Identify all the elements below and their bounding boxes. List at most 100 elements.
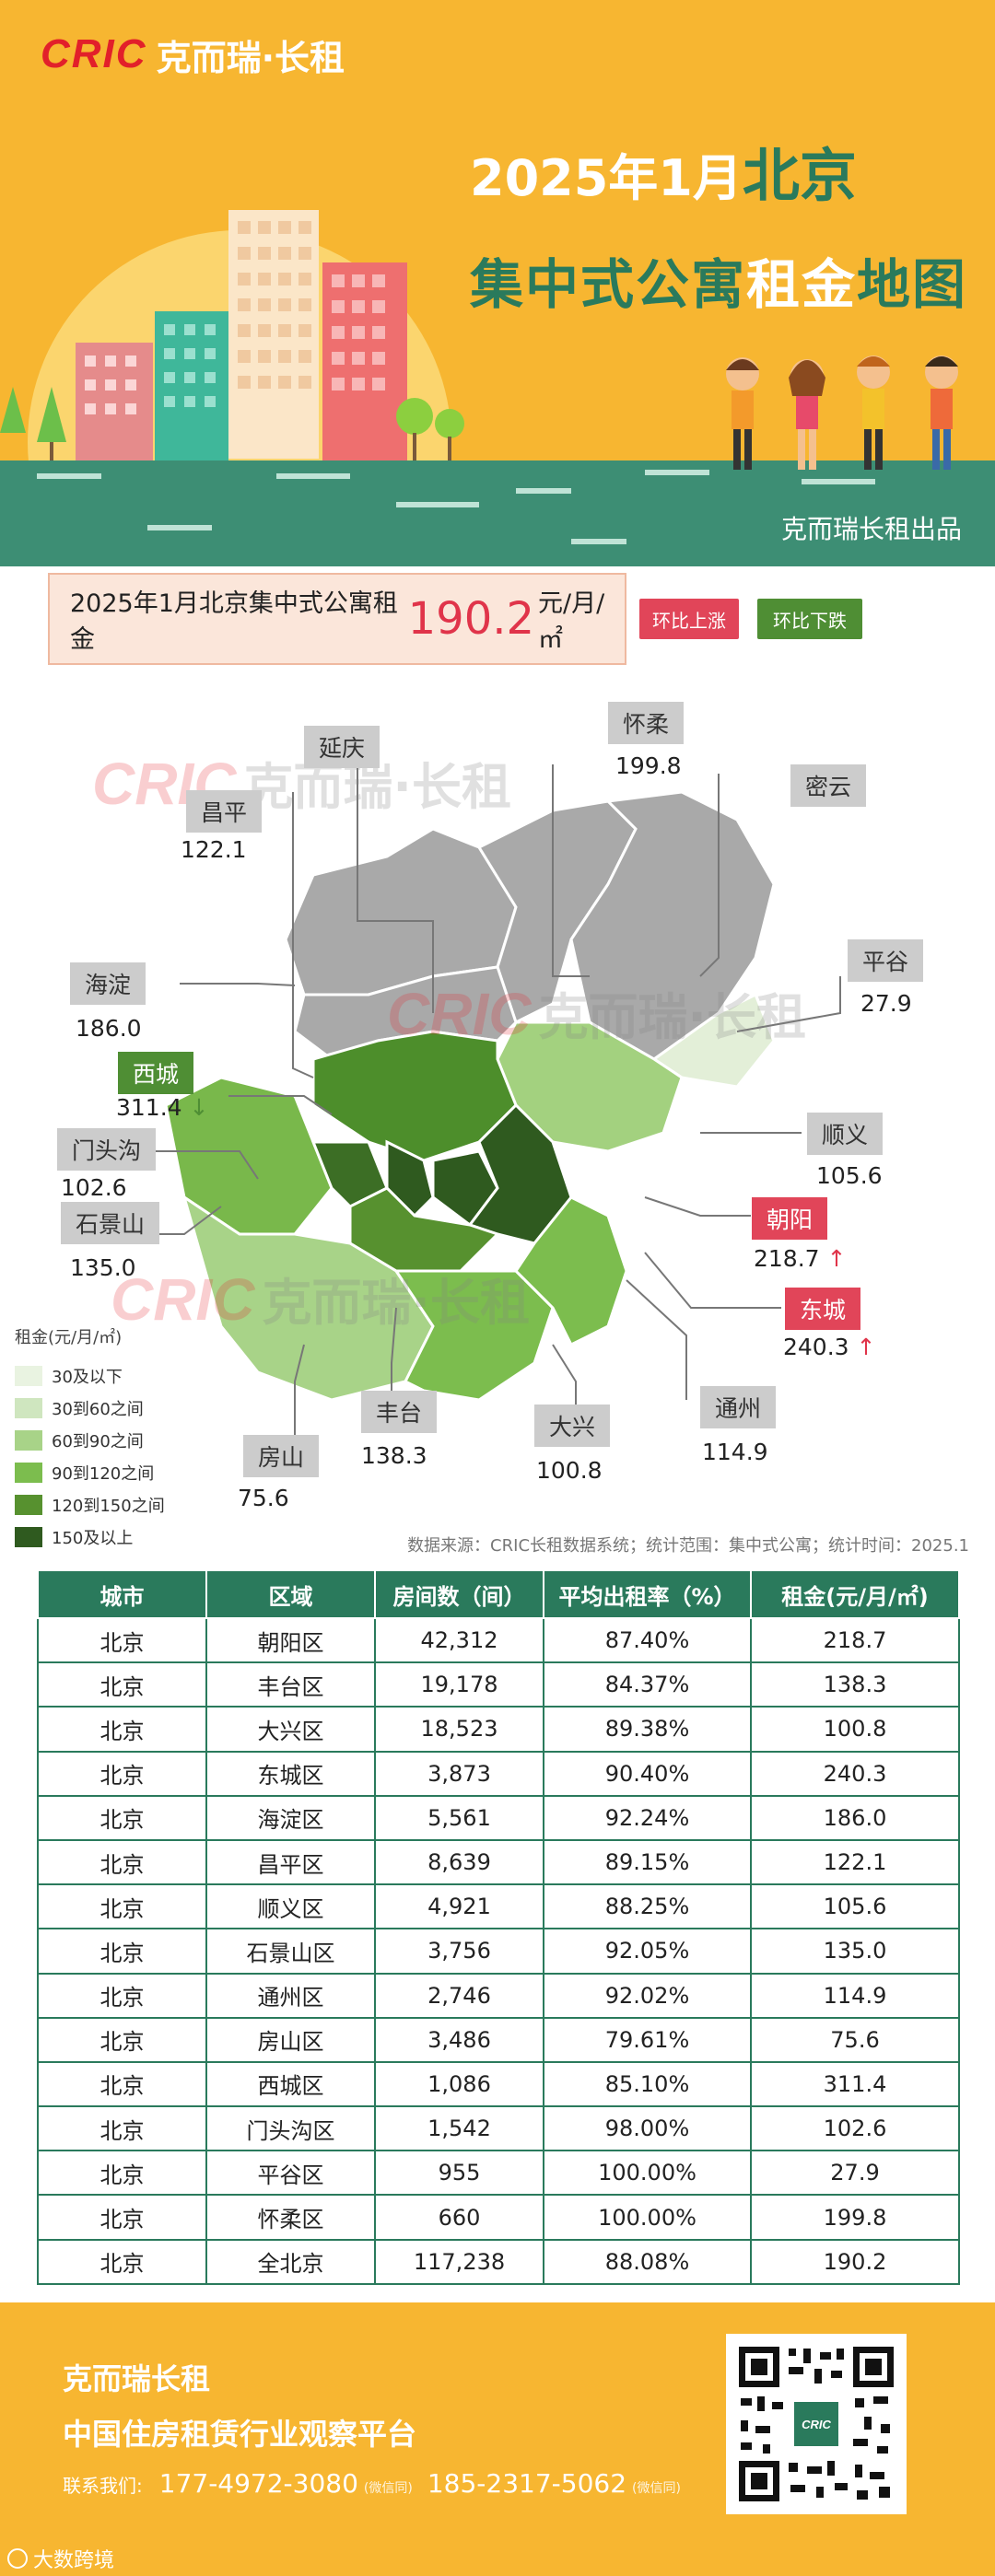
district-label-shijingshan: 石景山 — [61, 1202, 160, 1244]
table-row: 北京 房山区 3,486 79.61% 75.6 — [37, 2016, 960, 2063]
district-value-fengtai: 138.3 — [361, 1442, 427, 1469]
district-label-fengtai: 丰台 — [361, 1391, 438, 1433]
district-value-haidian: 186.0 — [76, 1015, 142, 1042]
title-date: 2025年1月 — [470, 149, 743, 207]
legend-swatch — [15, 1462, 42, 1483]
table-header-row: 城市 区域 房间数（间） 平均出租率（%） 租金(元/月/㎡) — [37, 1569, 960, 1619]
phone-2-note: (微信同) — [632, 2481, 681, 2496]
qr-pattern: CRIC — [735, 2343, 897, 2505]
district-shape-daxing — [393, 1269, 555, 1402]
legend-item: 120到150之间 — [15, 1488, 165, 1521]
brand-logo: CRIC 克而瑞·长租 — [41, 31, 345, 78]
table-row: 北京 怀柔区 660 100.00% 199.8 — [37, 2194, 960, 2241]
platform-watermark: 大数跨境 — [7, 2544, 114, 2573]
district-map: CRIC 克而瑞·长租 CRIC 克而瑞·长租 CRIC 克而瑞·长租 延庆 怀柔 1… — [0, 682, 995, 1529]
district-value-changping: 122.1 — [181, 836, 247, 863]
table-row: 北京 顺义区 4,921 88.25% 105.6 — [37, 1883, 960, 1930]
district-value-tongzhou: 114.9 — [702, 1439, 768, 1465]
col-header-occupancy: 平均出租率（%） — [543, 1569, 752, 1619]
down-legend-tag: 环比下跌 — [757, 599, 862, 639]
contact-prefix: 联系我们: — [63, 2475, 143, 2497]
platform-watermark-text: 大数跨境 — [33, 2549, 115, 2572]
title-part-a: 集中式公寓 — [470, 253, 747, 316]
summary-box: 2025年1月北京集中式公寓租金 190.2 元/月/㎡ — [48, 573, 626, 665]
district-value-fangshan: 75.6 — [238, 1485, 289, 1511]
byline: 克而瑞长租出品 — [780, 514, 962, 544]
brand-latin: CRIC — [41, 31, 147, 76]
rent-table: 城市 区域 房间数（间） 平均出租率（%） 租金(元/月/㎡) 北京 朝阳区 42,… — [37, 1569, 960, 2285]
district-label-chaoyang: 朝阳 — [752, 1197, 828, 1240]
district-label-tongzhou: 通州 — [700, 1386, 777, 1428]
title-line-2: 集中式公寓租金地图 — [470, 241, 967, 319]
district-label-huairou: 怀柔 — [608, 702, 685, 744]
map-watermark-3: CRIC 克而瑞·长租 — [111, 1266, 530, 1333]
trend-up-arrow: ↑ — [826, 1245, 847, 1272]
district-label-dongcheng: 东城 — [785, 1288, 861, 1330]
table-row: 北京 通州区 2,746 92.02% 114.9 — [37, 1972, 960, 2019]
platform-logo-icon — [7, 2548, 28, 2569]
district-value-daxing: 100.8 — [536, 1457, 603, 1484]
district-shape-xicheng — [385, 1139, 435, 1218]
header-banner: CRIC 克而瑞·长租 2025年1月北京 集中式公寓租金地图 克而瑞长租出品 — [0, 0, 995, 566]
table-row: 北京 西城区 1,086 85.10% 311.4 — [37, 2060, 960, 2108]
district-value-pinggu: 27.9 — [860, 990, 912, 1017]
district-label-yanqing: 延庆 — [304, 726, 380, 768]
table-row: 北京 平谷区 955 100.00% 27.9 — [37, 2150, 960, 2197]
footer-tagline: 中国住房租赁行业观察平台 — [63, 2417, 417, 2452]
summary-value: 190.2 — [407, 593, 535, 645]
table-row: 北京 大兴区 18,523 89.38% 100.8 — [37, 1706, 960, 1753]
table-row: 北京 朝阳区 42,312 87.40% 218.7 — [37, 1616, 960, 1664]
trend-up-arrow: ↑ — [856, 1334, 876, 1360]
district-shape-tongzhou — [514, 1195, 628, 1347]
title-line-1: 2025年1月北京 — [470, 129, 857, 212]
district-value-dongcheng: 240.3 ↑ — [783, 1334, 876, 1360]
legend-item: 150及以上 — [15, 1521, 165, 1553]
title-part-c: 地图 — [857, 253, 968, 316]
footer: 克而瑞长租 中国住房租赁行业观察平台 联系我们: 177-4972-3080 (… — [0, 2302, 995, 2576]
col-header-rooms: 房间数（间） — [374, 1569, 544, 1619]
district-value-huairou: 199.8 — [615, 752, 682, 779]
district-label-miyun: 密云 — [790, 764, 867, 807]
footer-brand: 克而瑞长租 — [63, 2361, 211, 2396]
col-header-district: 区域 — [205, 1569, 376, 1619]
title-city: 北京 — [742, 142, 857, 209]
district-value-shunyi: 105.6 — [816, 1162, 883, 1189]
legend-swatch — [15, 1429, 42, 1451]
table-row: 北京 昌平区 8,639 89.15% 122.1 — [37, 1838, 960, 1886]
district-label-shunyi: 顺义 — [807, 1113, 884, 1155]
district-value-mentougou: 102.6 — [61, 1174, 127, 1201]
phone-1-note: (微信同) — [363, 2481, 413, 2496]
brand-cn: 克而瑞·长租 — [156, 37, 345, 78]
legend-title: 租金(元/月/㎡) — [15, 1328, 123, 1347]
map-svg — [138, 755, 841, 1455]
title-part-b: 租金 — [746, 253, 858, 316]
map-legend: 租金(元/月/㎡) 30及以下 30到60之间 60到90之间 90到120之间… — [15, 1324, 165, 1553]
district-value-chaoyang: 218.7 ↑ — [754, 1245, 847, 1272]
district-label-fangshan: 房山 — [243, 1435, 320, 1477]
phone-1[interactable]: 177-4972-3080 — [158, 2468, 358, 2499]
table-row-total: 北京 全北京 117,238 88.08% 190.2 — [37, 2238, 960, 2285]
district-label-haidian: 海淀 — [70, 962, 146, 1005]
summary-prefix: 2025年1月北京集中式公寓租金 — [70, 589, 398, 654]
district-value-shijingshan: 135.0 — [70, 1254, 136, 1281]
phone-2[interactable]: 185-2317-5062 — [427, 2468, 627, 2499]
legend-item: 30到60之间 — [15, 1392, 165, 1424]
qr-code[interactable]: CRIC — [726, 2334, 907, 2514]
col-header-rent: 租金(元/月/㎡) — [750, 1569, 960, 1619]
table-row: 北京 门头沟区 1,542 98.00% 102.6 — [37, 2105, 960, 2152]
table-row: 北京 丰台区 19,178 84.37% 138.3 — [37, 1661, 960, 1708]
table-row: 北京 东城区 3,873 90.40% 240.3 — [37, 1750, 960, 1797]
district-label-xicheng: 西城 — [118, 1052, 194, 1094]
legend-swatch — [15, 1365, 42, 1386]
district-value-xicheng: 311.4 ↓ — [116, 1094, 209, 1121]
legend-item: 30及以下 — [15, 1359, 165, 1392]
svg-text:CRIC: CRIC — [802, 2418, 831, 2431]
legend-swatch — [15, 1494, 42, 1515]
trend-down-arrow: ↓ — [189, 1094, 209, 1121]
map-watermark-1: CRIC 克而瑞·长租 — [92, 751, 511, 817]
district-label-changping: 昌平 — [186, 790, 263, 833]
legend-swatch — [15, 1397, 42, 1418]
district-label-daxing: 大兴 — [534, 1405, 611, 1447]
legend-item: 90到120之间 — [15, 1456, 165, 1488]
